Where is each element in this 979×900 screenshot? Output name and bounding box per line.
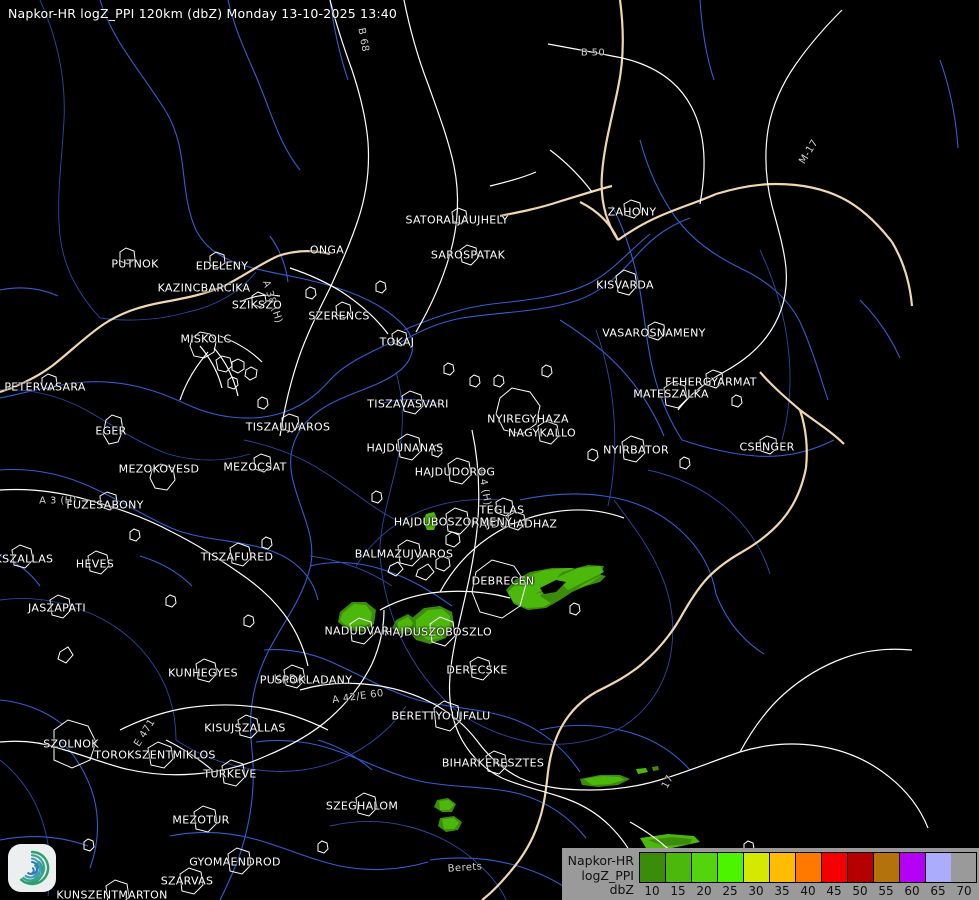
- legend-swatch: [770, 853, 796, 882]
- echo-nadudvar: [340, 604, 372, 629]
- echo-legend-edge: [648, 837, 692, 846]
- radar-echo-layer: [338, 512, 700, 848]
- legend-caption: Napkor-HR logZ_PPI dbZ: [568, 852, 639, 898]
- legend-tick: 55: [878, 884, 894, 898]
- legend-tick: 45: [826, 884, 842, 898]
- legend-tick: 20: [696, 884, 712, 898]
- echo-hajduszoboszlo: [416, 609, 450, 640]
- color-scale-legend: Napkor-HR logZ_PPI dbZ 10 15 20 25 30 35 40 45 5…: [561, 848, 979, 900]
- page-title: Napkor-HR logZ_PPI 120km (dbZ) Monday 13…: [8, 6, 398, 21]
- legend-swatch: [718, 853, 744, 882]
- echo-south-east-speck: [636, 768, 648, 774]
- echo-hajduszoboszlo-small: [398, 617, 413, 631]
- legend-swatch: [692, 853, 718, 882]
- legend-tick: 50: [852, 884, 868, 898]
- legend-tick: 70: [956, 884, 972, 898]
- legend-swatch: [900, 853, 926, 882]
- road-label: A 3 (H): [39, 495, 77, 507]
- legend-tick: 30: [748, 884, 764, 898]
- legend-tick: 65: [930, 884, 946, 898]
- legend-swatches: [639, 852, 977, 883]
- echo-hajduboszormeny: [423, 512, 438, 530]
- legend-swatch: [926, 853, 951, 882]
- legend-tick: 40: [800, 884, 816, 898]
- road-label: B 50: [580, 47, 606, 59]
- legend-line-3: dbZ: [609, 882, 634, 897]
- legend-swatch: [874, 853, 900, 882]
- echo-debrecen-east: [556, 566, 604, 590]
- legend-tick: 10: [644, 884, 660, 898]
- echo-debrecen-east-hole: [540, 580, 566, 594]
- legend-tick: 60: [904, 884, 920, 898]
- vortex-logo[interactable]: [8, 844, 56, 892]
- echo-szeghalom: [439, 800, 454, 810]
- echo-south-east-speck: [652, 766, 659, 771]
- vortex-icon: [19, 850, 50, 886]
- legend-tick: 35: [774, 884, 790, 898]
- legend-tick: 15: [670, 884, 686, 898]
- legend-swatch: [796, 853, 822, 882]
- legend-swatch: [640, 853, 666, 882]
- legend-swatch: [822, 853, 848, 882]
- legend-ticks: 10 15 20 25 30 35 40 45 50 55 60 65 70: [639, 884, 977, 898]
- legend-line-2: logZ_PPI: [581, 867, 634, 883]
- legend-swatch: [848, 853, 874, 882]
- legend-scale: 10 15 20 25 30 35 40 45 50 55 60 65 70: [639, 852, 977, 898]
- echo-south-east: [584, 776, 624, 785]
- legend-tick: 25: [722, 884, 738, 898]
- settlement-outline-layer: [11, 199, 778, 900]
- national-border-layer: [0, 0, 914, 900]
- road-layer: [0, 0, 929, 900]
- county-border-layer: [0, 0, 791, 900]
- legend-swatch: [666, 853, 692, 882]
- echo-szeghalom-2: [442, 818, 459, 829]
- legend-swatch: [744, 853, 770, 882]
- legend-line-1: Napkor-HR: [567, 853, 634, 868]
